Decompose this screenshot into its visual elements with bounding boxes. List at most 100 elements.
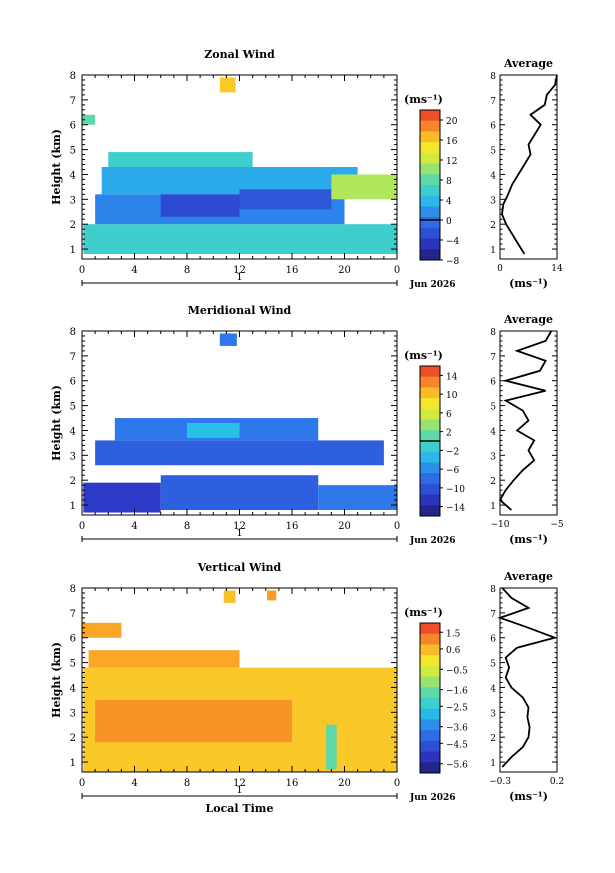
colorbar-step [420,152,440,165]
x-tick-label: 0 [394,521,400,532]
x-tick-label: 12 [233,265,246,276]
average-y-tick-label: 6 [490,122,496,132]
heatmap-patch-1 [160,475,319,511]
day-label: 1 [236,785,242,796]
colorbar-step [420,623,440,635]
colorbar-step [420,238,440,250]
heatmap-patch-6 [267,590,277,601]
colorbar-step [420,730,440,742]
colorbar-tick-label: 2 [446,429,452,439]
colorbar-step [420,430,440,442]
heatmap-patch-5 [223,590,236,603]
heatmap-patch-3 [108,152,253,167]
average-y-tick-label: 8 [490,585,496,595]
colorbar-step [420,217,440,229]
x-tick-label: 4 [131,778,137,789]
colorbar-tick-label: 0.6 [446,646,461,656]
colorbar-tick-label: 6 [446,410,452,420]
x-tick-label: 0 [79,521,85,532]
average-title: Average [503,57,553,70]
average-y-tick-label: 7 [490,353,496,363]
colorbar-frame [419,109,441,261]
colorbar-tick-label: 8 [446,177,452,187]
colorbar-tick-label: −8 [446,257,460,267]
colorbar-tick-label: −6 [446,466,460,476]
colorbar-tick-label: −14 [446,504,465,514]
average-y-tick-label: 6 [490,378,496,388]
colorbar-tick-label: 4 [446,197,452,207]
colorbar-unit: (ms⁻¹) [404,606,443,619]
day-label: 1 [236,528,242,539]
colorbar-step [420,633,440,645]
colorbar-step [420,462,440,474]
heatmap-patches [82,590,397,772]
colorbar-step [420,110,440,122]
x-tick-label: 20 [338,265,351,276]
average-x-tick-label: 0.2 [550,777,564,787]
colorbar-step [420,376,440,388]
average-profile-line [501,74,558,255]
x-tick-label: 16 [286,778,299,789]
y-axis-label: Height (km) [50,129,63,205]
colorbar-step [420,473,440,485]
heatmap-patch-0 [83,224,397,255]
colorbar-step [420,451,440,463]
colorbar-step [420,206,440,218]
y-axis-label: Height (km) [50,385,63,461]
colorbar-step [420,665,440,678]
y-tick-label: 7 [70,96,76,107]
average-y-tick-label: 2 [490,734,496,744]
colorbar-step [420,249,440,261]
average-profile-line [498,330,553,511]
colorbar-step [420,366,440,378]
y-tick-label: 8 [70,584,76,595]
average-x-tick-label: 14 [551,264,563,274]
colorbar-step [420,408,440,421]
colorbar-step [420,740,440,753]
y-tick-label: 2 [70,220,76,231]
average-y-tick-label: 4 [490,684,496,694]
heatmap-patch-0 [83,482,161,513]
x-tick-label: 12 [233,521,246,532]
average-title: Average [503,570,553,583]
heatmap-patch-4 [326,724,337,770]
average-x-tick-label: −10 [491,520,510,530]
heatmap-patch-5 [187,423,240,438]
colorbar-step [420,698,440,710]
x-tick-label: 8 [184,778,190,789]
date-label: Jun 2026 [409,793,456,803]
y-tick-label: 7 [70,609,76,620]
colorbar-step [420,655,440,667]
average-title: Average [503,313,553,326]
y-tick-label: 1 [70,501,76,512]
x-tick-label: 0 [394,265,400,276]
y-tick-label: 8 [70,71,76,82]
x-tick-label: 4 [131,265,137,276]
y-tick-label: 6 [70,634,76,645]
x-tick-label: 8 [184,265,190,276]
colorbar-step [420,483,440,496]
colorbar-step [420,227,440,240]
heatmap-patch-3 [82,622,122,638]
colorbar-frame [419,622,441,774]
y-tick-label: 4 [70,426,76,437]
date-label: Jun 2026 [409,536,456,546]
colorbar-step [420,751,440,763]
heatmap-patch-5 [239,189,332,210]
average-y-tick-label: 3 [490,452,496,462]
colorbar-step [420,142,440,154]
colorbar-tick-label: −3.6 [446,724,468,734]
x-tick-label: 12 [233,778,246,789]
colorbar-step [420,419,440,431]
x-tick-label: 8 [184,521,190,532]
y-tick-label: 2 [70,476,76,487]
average-y-tick-label: 6 [490,635,496,645]
heatmap-patch-2 [88,650,240,668]
x-tick-label: 0 [394,778,400,789]
panel-title: Meridional Wind [188,304,292,317]
average-unit: (ms⁻¹) [509,790,548,803]
average-y-tick-label: 4 [490,427,496,437]
y-tick-label: 1 [70,758,76,769]
